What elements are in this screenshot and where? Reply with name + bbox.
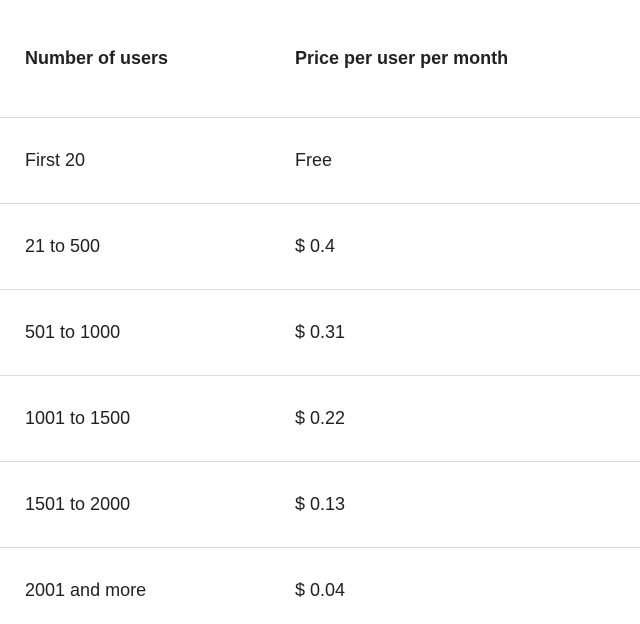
table-row: 2001 and more $ 0.04 [0,547,640,624]
price-cell: $ 0.13 [295,493,346,514]
price-cell: Free [295,149,333,170]
price-cell: $ 0.4 [295,235,336,256]
users-cell: 1501 to 2000 [25,493,131,514]
users-cell: 21 to 500 [25,235,101,256]
table-row: 1001 to 1500 $ 0.22 [0,375,640,461]
price-cell: $ 0.31 [295,321,346,342]
users-cell: 501 to 1000 [25,321,121,342]
table-row: First 20 Free [0,117,640,203]
price-cell: $ 0.22 [295,407,346,428]
price-cell: $ 0.04 [295,579,346,600]
users-cell: 1001 to 1500 [25,407,131,428]
table-row: 1501 to 2000 $ 0.13 [0,461,640,547]
table-row: 21 to 500 $ 0.4 [0,203,640,289]
column-header-price-per-user: Price per user per month [295,47,509,68]
users-cell: First 20 [25,149,86,170]
users-cell: 2001 and more [25,579,147,600]
column-header-number-of-users: Number of users [25,47,169,68]
table-row: 501 to 1000 $ 0.31 [0,289,640,375]
table-header-row: Number of users Price per user per month [0,0,640,117]
